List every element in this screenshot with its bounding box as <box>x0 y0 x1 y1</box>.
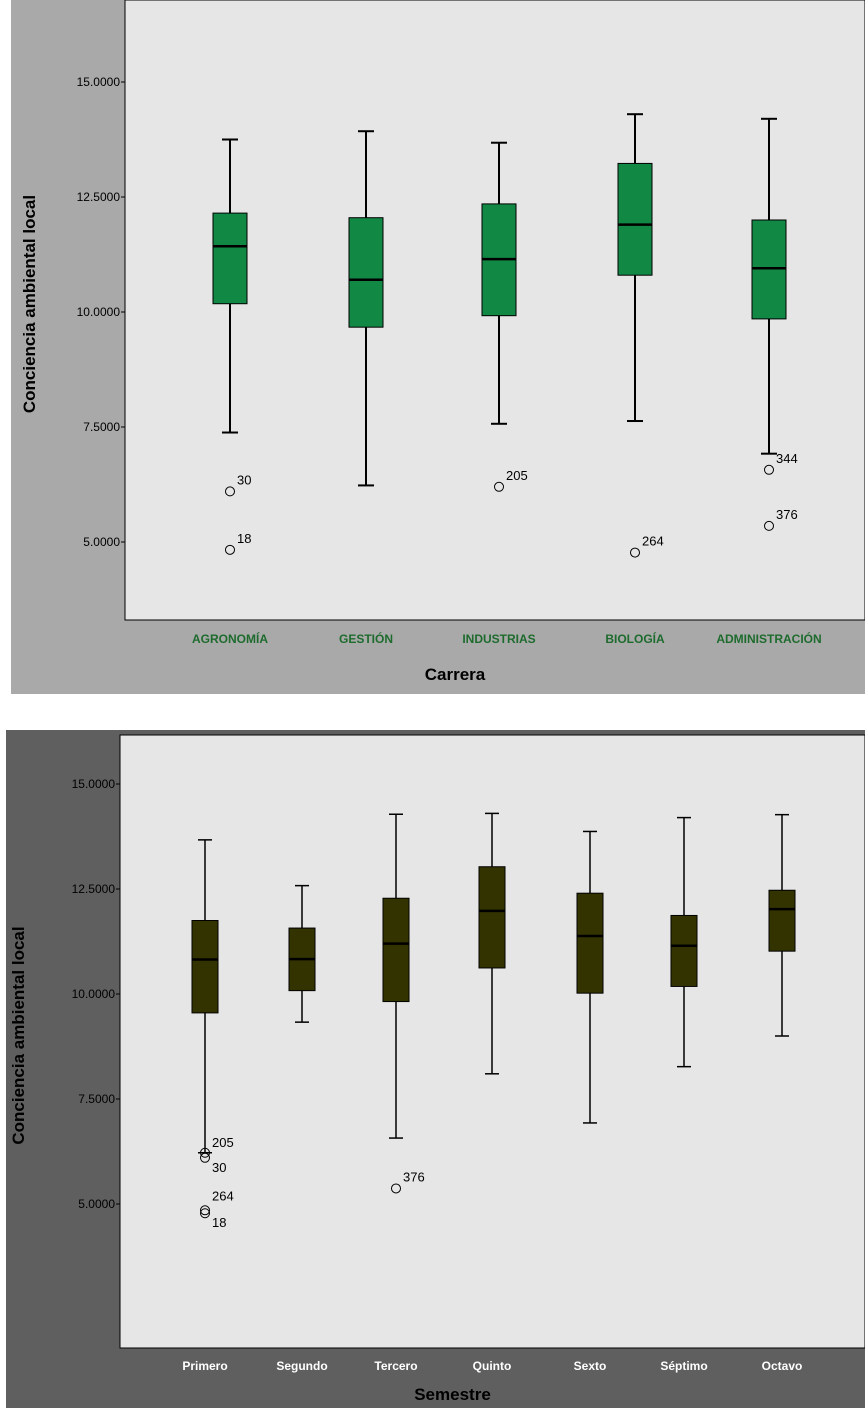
category-label: Séptimo <box>660 1359 707 1373</box>
outlier-label: 18 <box>212 1215 226 1230</box>
outlier-point <box>630 547 640 558</box>
y-tick-label: 5.0000 <box>83 535 120 549</box>
boxplot-carrera: 5.0000 7.5000 10.0000 12.5000 15.0000 Concien… <box>20 0 865 684</box>
box-group: 30 18 <box>212 138 251 555</box>
box-iqr <box>670 914 698 987</box>
category-label: Octavo <box>762 1359 803 1373</box>
outlier-label: 344 <box>776 451 798 466</box>
box-iqr <box>212 212 248 305</box>
category-label: GESTIÓN <box>339 631 393 646</box>
outlier-point <box>200 1208 210 1219</box>
outlier-label: 18 <box>237 531 251 546</box>
chart-panel-semestre: 5.0000 7.5000 10.0000 12.5000 15.0000 Concien… <box>6 730 865 1408</box>
box-group: 205 30 264 18 <box>191 839 234 1230</box>
box-group: 205 <box>481 141 528 492</box>
y-tick-label: 12.5000 <box>72 882 116 896</box>
outlier-point <box>764 464 774 475</box>
outlier-point <box>494 481 504 492</box>
outlier-label: 376 <box>403 1169 425 1184</box>
y-tick-label: 10.0000 <box>72 987 116 1001</box>
outlier-label: 264 <box>212 1188 234 1203</box>
box-iqr <box>617 162 653 276</box>
y-tick-label: 10.0000 <box>77 305 121 319</box>
x-axis-label: Semestre <box>414 1385 491 1404</box>
outlier-label: 205 <box>212 1135 234 1150</box>
y-axis-label: Conciencia ambiental local <box>20 195 39 413</box>
boxplot-semestre: 5.0000 7.5000 10.0000 12.5000 15.0000 Concien… <box>9 734 865 1404</box>
box-group <box>670 816 698 1068</box>
box-iqr <box>768 889 796 952</box>
box-group: 264 <box>617 113 664 558</box>
outlier-point <box>225 486 235 497</box>
category-label: BIOLOGÍA <box>605 631 665 646</box>
outlier-label: 264 <box>642 534 664 549</box>
outlier-label: 205 <box>506 468 528 483</box>
y-tick-label: 7.5000 <box>83 420 120 434</box>
category-label: INDUSTRIAS <box>462 632 535 646</box>
y-axis-label: Conciencia ambiental local <box>9 926 28 1144</box>
category-label: Sexto <box>574 1359 607 1373</box>
box-group: 344 376 <box>751 117 798 531</box>
category-label: Segundo <box>276 1359 327 1373</box>
y-tick-label: 15.0000 <box>77 75 121 89</box>
category-label: Tercero <box>374 1359 417 1373</box>
outlier-point <box>764 520 774 531</box>
box-group: 376 <box>382 813 425 1194</box>
box-group <box>348 130 384 487</box>
outlier-point <box>200 1147 210 1158</box>
box-iqr <box>576 892 604 994</box>
y-tick-label: 7.5000 <box>78 1092 115 1106</box>
outlier-point <box>200 1205 210 1216</box>
outlier-label: 376 <box>776 507 798 522</box>
y-tick-label: 12.5000 <box>77 190 121 204</box>
box-group <box>478 812 506 1075</box>
outlier-point <box>391 1183 401 1194</box>
outlier-point <box>200 1152 210 1163</box>
outlier-label: 30 <box>212 1160 226 1175</box>
box-group <box>288 884 316 1023</box>
box-group <box>576 830 604 1124</box>
category-label: Primero <box>182 1359 227 1373</box>
y-tick-label: 5.0000 <box>78 1197 115 1211</box>
chart-panel-carrera: 5.0000 7.5000 10.0000 12.5000 15.0000 Concien… <box>11 0 865 694</box>
category-label: Quinto <box>473 1359 512 1373</box>
outlier-label: 30 <box>237 472 251 487</box>
box-iqr <box>382 897 410 1003</box>
category-label: ADMINISTRACIÓN <box>716 631 821 646</box>
y-tick-label: 15.0000 <box>72 777 116 791</box>
x-axis-label: Carrera <box>425 665 486 684</box>
outlier-point <box>225 544 235 555</box>
box-iqr <box>348 217 384 328</box>
category-label: AGRONOMÍA <box>192 631 268 646</box>
box-iqr <box>191 920 219 1014</box>
box-iqr <box>478 866 506 969</box>
box-group <box>768 813 796 1037</box>
